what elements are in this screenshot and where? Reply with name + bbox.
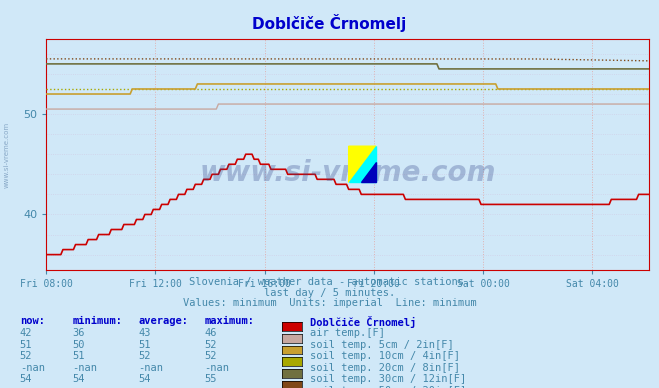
Text: average:: average: (138, 316, 188, 326)
Text: Doblčiče Črnomelj: Doblčiče Črnomelj (252, 14, 407, 31)
Text: last day / 5 minutes.: last day / 5 minutes. (264, 288, 395, 298)
Text: -nan: -nan (204, 363, 229, 373)
Text: soil temp. 10cm / 4in[F]: soil temp. 10cm / 4in[F] (310, 351, 460, 361)
Text: soil temp. 20cm / 8in[F]: soil temp. 20cm / 8in[F] (310, 363, 460, 373)
Text: www.si-vreme.com: www.si-vreme.com (200, 159, 496, 187)
Text: -nan: -nan (138, 386, 163, 388)
Text: 42: 42 (20, 328, 32, 338)
Text: -nan: -nan (72, 386, 98, 388)
Text: 36: 36 (72, 328, 85, 338)
Text: Doblčiče Črnomelj: Doblčiče Črnomelj (310, 316, 416, 328)
Text: 52: 52 (204, 340, 217, 350)
Text: -nan: -nan (20, 363, 45, 373)
Text: minimum:: minimum: (72, 316, 123, 326)
Polygon shape (361, 163, 376, 182)
Text: 52: 52 (204, 351, 217, 361)
Text: 55: 55 (204, 374, 217, 385)
Text: -nan: -nan (204, 386, 229, 388)
Text: 51: 51 (72, 351, 85, 361)
Text: 52: 52 (138, 351, 151, 361)
Text: now:: now: (20, 316, 45, 326)
Text: 51: 51 (20, 340, 32, 350)
Text: 54: 54 (72, 374, 85, 385)
Text: 54: 54 (20, 374, 32, 385)
Text: -nan: -nan (20, 386, 45, 388)
Text: air temp.[F]: air temp.[F] (310, 328, 385, 338)
Polygon shape (349, 146, 376, 182)
Text: 43: 43 (138, 328, 151, 338)
Text: -nan: -nan (138, 363, 163, 373)
Polygon shape (349, 146, 376, 182)
Text: www.si-vreme.com: www.si-vreme.com (3, 122, 10, 188)
Text: maximum:: maximum: (204, 316, 254, 326)
Text: 46: 46 (204, 328, 217, 338)
Text: Values: minimum  Units: imperial  Line: minimum: Values: minimum Units: imperial Line: mi… (183, 298, 476, 308)
Text: soil temp. 5cm / 2in[F]: soil temp. 5cm / 2in[F] (310, 340, 453, 350)
Text: soil temp. 30cm / 12in[F]: soil temp. 30cm / 12in[F] (310, 374, 466, 385)
Text: 54: 54 (138, 374, 151, 385)
Text: 52: 52 (20, 351, 32, 361)
Text: -nan: -nan (72, 363, 98, 373)
Text: 50: 50 (72, 340, 85, 350)
Text: Slovenia / weather data - automatic stations.: Slovenia / weather data - automatic stat… (189, 277, 470, 288)
Text: soil temp. 50cm / 20in[F]: soil temp. 50cm / 20in[F] (310, 386, 466, 388)
Text: 51: 51 (138, 340, 151, 350)
